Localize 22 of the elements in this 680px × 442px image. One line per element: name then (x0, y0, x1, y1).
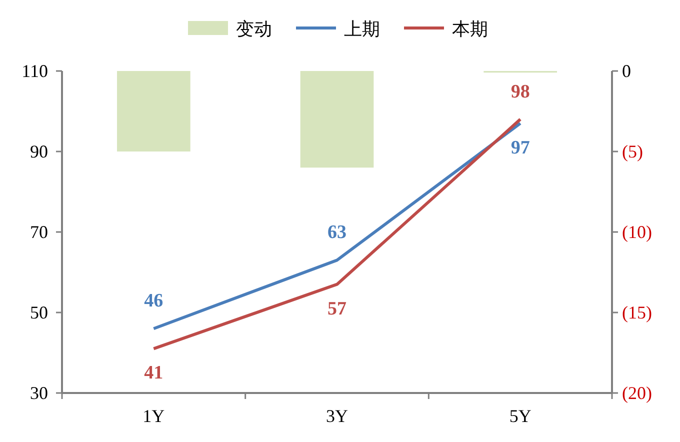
x-tick-label: 1Y (142, 406, 165, 426)
data-label: 97 (510, 137, 530, 158)
y-tick-label: 110 (22, 61, 48, 81)
data-label: 46 (144, 290, 164, 312)
y-tick-label: 70 (30, 222, 48, 242)
y2-tick-label: (5) (622, 142, 643, 162)
x-tick-label: 5Y (509, 406, 532, 426)
y2-tick-label: (10) (622, 222, 652, 242)
x-tick-label: 3Y (326, 406, 348, 426)
y-tick-label: 30 (30, 383, 48, 403)
data-label: 57 (328, 298, 347, 320)
legend-label: 本期 (452, 19, 488, 39)
y2-tick-label: 0 (622, 61, 631, 81)
data-label: 63 (328, 222, 346, 244)
y-tick-label: 50 (30, 302, 48, 322)
y2-tick-label: (15) (622, 302, 652, 322)
y2-tick-label: (20) (622, 383, 652, 403)
data-label: 41 (144, 362, 164, 384)
legend-label: 变动 (236, 19, 272, 39)
y-tick-label: 90 (30, 142, 48, 162)
data-label: 98 (510, 81, 530, 102)
legend-label: 上期 (344, 19, 380, 39)
